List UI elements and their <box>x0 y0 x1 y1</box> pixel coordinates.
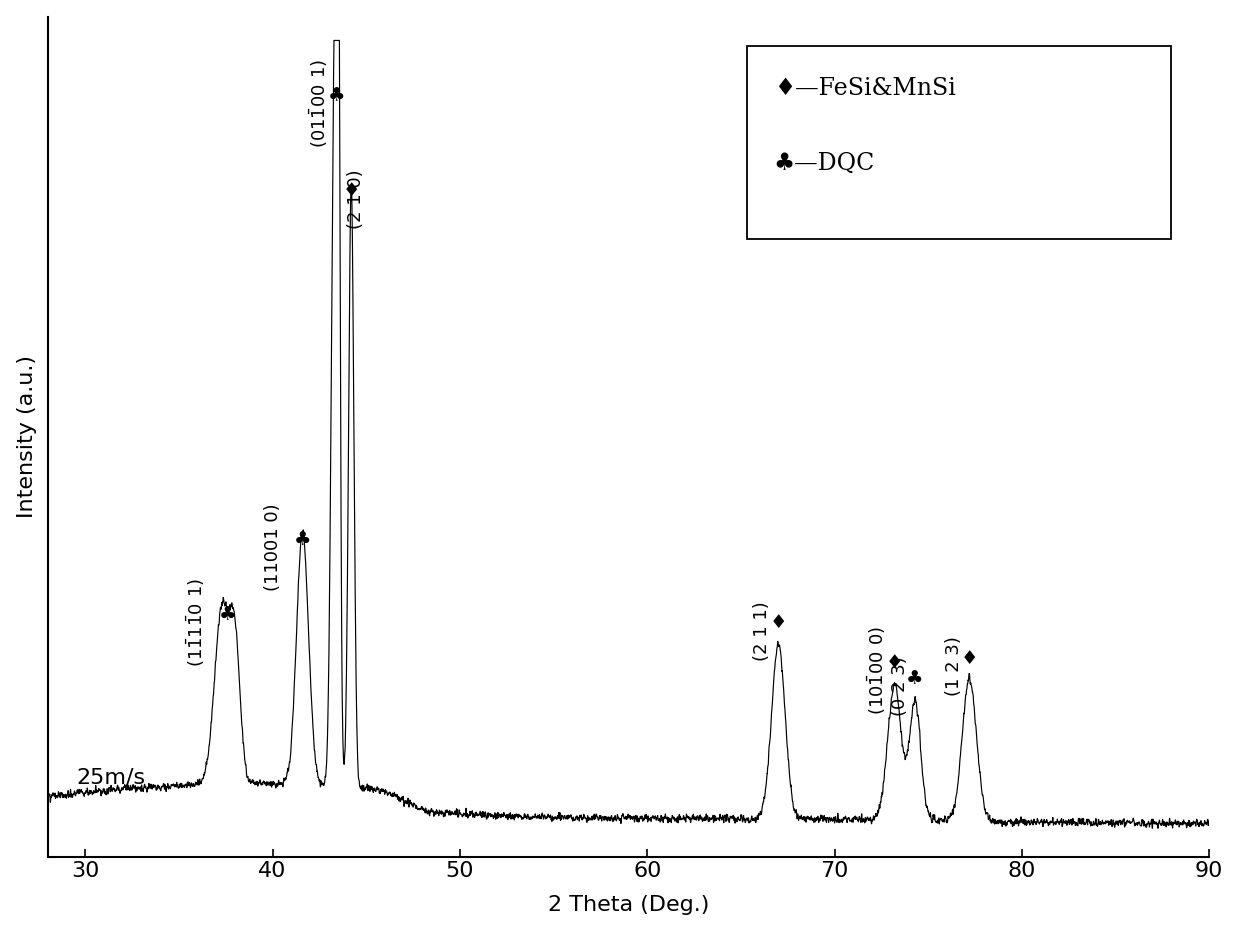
Text: ♣: ♣ <box>294 530 311 549</box>
Text: 25m/s: 25m/s <box>76 767 145 788</box>
Text: (10$\bar{1}$00 0): (10$\bar{1}$00 0) <box>866 626 888 715</box>
Text: (01$\bar{1}$00 1): (01$\bar{1}$00 1) <box>308 60 330 148</box>
FancyBboxPatch shape <box>746 46 1171 240</box>
Text: (2 1 0): (2 1 0) <box>347 169 366 228</box>
Text: ♣—DQC: ♣—DQC <box>774 152 875 175</box>
Text: ♦: ♦ <box>885 653 903 672</box>
Text: ♣: ♣ <box>906 669 924 688</box>
Text: (1 2 3): (1 2 3) <box>945 637 962 696</box>
Text: (2 1 1): (2 1 1) <box>753 601 771 661</box>
Text: ♣: ♣ <box>327 87 345 105</box>
Text: (0 2 3): (0 2 3) <box>892 656 909 716</box>
Text: (11001 0): (11001 0) <box>264 503 281 592</box>
Text: ♦: ♦ <box>342 182 360 200</box>
Text: ♦: ♦ <box>961 649 978 668</box>
Text: ♦—FeSi&MnSi: ♦—FeSi&MnSi <box>774 76 955 100</box>
X-axis label: 2 Theta (Deg.): 2 Theta (Deg.) <box>548 896 709 915</box>
Text: ♣: ♣ <box>218 606 237 624</box>
Text: ♦: ♦ <box>770 613 787 632</box>
Text: (1$\bar{1}$1$\bar{1}$0 1): (1$\bar{1}$1$\bar{1}$0 1) <box>185 579 207 667</box>
Y-axis label: Intensity (a.u.): Intensity (a.u.) <box>16 355 37 518</box>
